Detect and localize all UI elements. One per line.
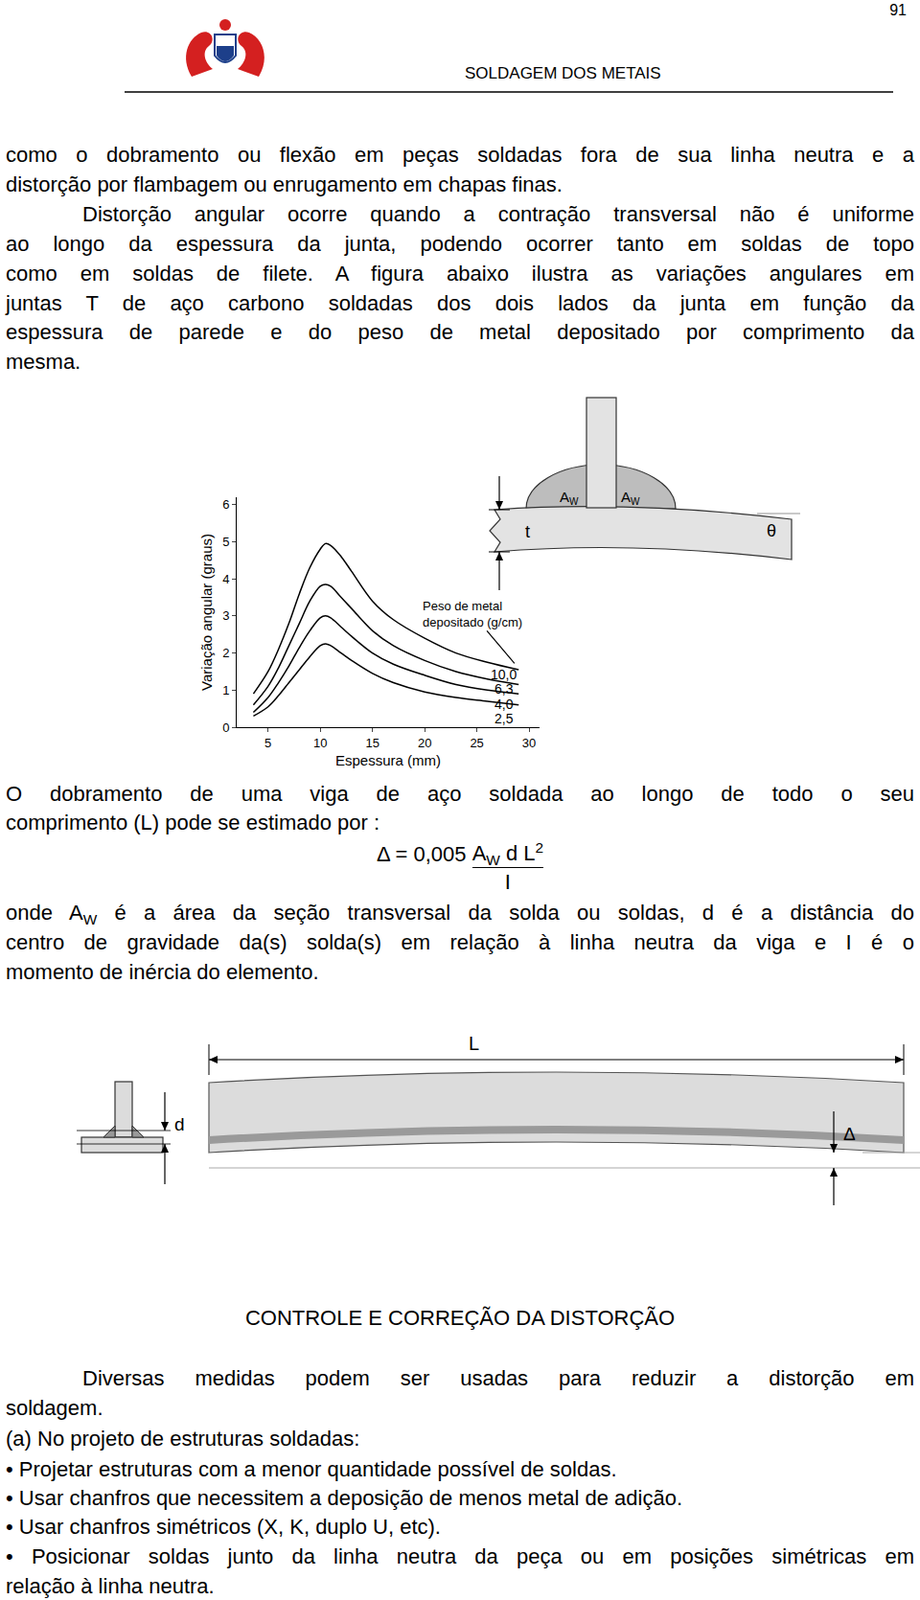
svg-text:30: 30 [522,736,536,751]
svg-text:5: 5 [264,736,272,751]
html-text:• Usar chanfros simétricos (X,: • Usar chanfros simétricos (X, K, duplo … [5,1515,441,1540]
svg-text:5: 5 [222,534,230,550]
svg-text:6: 6 [222,497,230,512]
svg-text:4: 4 [222,572,230,587]
html-text:I: I [504,870,511,895]
html-text:91: 91 [889,1,907,19]
html-text:Diversas medidas podem ser usa: Diversas medidas podem ser usadas para r… [82,1366,915,1391]
svg-text:2,5: 2,5 [494,711,514,727]
svg-text:15: 15 [365,736,379,751]
html-text:centro de gravidade da(s) sold: centro de gravidade da(s) solda(s) em re… [5,930,915,955]
html-text:ao longo da espessura da junta: ao longo da espessura da junta, podendo … [5,231,915,256]
svg-text:10: 10 [313,736,327,751]
html-text:• Projetar estruturas com a me: • Projetar estruturas com a menor quanti… [5,1457,617,1482]
svg-text:6,3: 6,3 [494,681,514,697]
html-text:relação à linha neutra.: relação à linha neutra. [5,1574,215,1599]
svg-text:3: 3 [222,608,230,623]
html-text:Δ = 0,005 AWd L2: Δ = 0,005 AWd L2 [376,839,544,869]
svg-text:1: 1 [222,683,230,698]
html-text:distorção por flambagem ou enr: distorção por flambagem ou enrugamento e… [5,172,563,197]
html-text:como o dobramento ou flexão em: como o dobramento ou flexão em peças sol… [5,142,915,167]
html-text:• Usar chanfros que necessitem: • Usar chanfros que necessitem a deposiç… [5,1486,683,1511]
svg-text:10,0: 10,0 [490,667,517,683]
svg-text:AW: AW [559,488,579,507]
html-text:mesma.: mesma. [5,350,81,375]
html-text:onde AWé a área da seção trans: onde AWé a área da seção transversal da … [5,900,915,929]
html-text:juntas T de aço carbono soldad: juntas T de aço carbono soldadas dos doi… [5,290,915,315]
svg-text:d: d [174,1114,185,1135]
html-text:O dobramento de uma viga de aç: O dobramento de uma viga de aço soldada … [5,782,915,806]
html-text:comprimento (L) pode se estima: comprimento (L) pode se estimado por : [5,810,380,835]
html-text:Distorção angular ocorre quand: Distorção angular ocorre quando a contra… [82,202,915,226]
svg-text:4,0: 4,0 [494,696,514,713]
svg-text:t: t [525,522,530,542]
svg-text:Espessura (mm): Espessura (mm) [335,752,441,769]
html-text:SOLDAGEM DOS METAIS: SOLDAGEM DOS METAIS [464,64,661,83]
html-text:CONTROLE E CORREÇÃO DA DISTORÇ: CONTROLE E CORREÇÃO DA DISTORÇÃO [245,1306,675,1331]
svg-text:20: 20 [417,736,432,751]
html-text:espessura de parede e do peso: espessura de parede e do peso de metal d… [5,320,915,345]
svg-text:L: L [468,1033,480,1055]
svg-text:Δ: Δ [843,1124,856,1145]
svg-text:AW: AW [621,488,641,507]
html-text:• Posicionar soldas junto da l: • Posicionar soldas junto da linha neutr… [5,1544,915,1569]
svg-text:θ: θ [766,521,777,541]
svg-text:Variação angular (graus): Variação angular (graus) [198,533,215,691]
html-text:soldagem.: soldagem. [5,1396,104,1421]
svg-text:2: 2 [222,645,230,661]
svg-text:Peso de metaldepositado (g/cm): Peso de metaldepositado (g/cm) [422,598,523,630]
html-text:(a) No projeto de estruturas s: (a) No projeto de estruturas soldadas: [5,1426,360,1451]
html-text:momento de inércia do elemento: momento de inércia do elemento. [5,960,319,985]
html-text:como em soldas de filete. A fi: como em soldas de filete. A figura abaix… [5,261,915,286]
svg-text:0: 0 [222,720,230,736]
svg-text:25: 25 [469,736,483,751]
